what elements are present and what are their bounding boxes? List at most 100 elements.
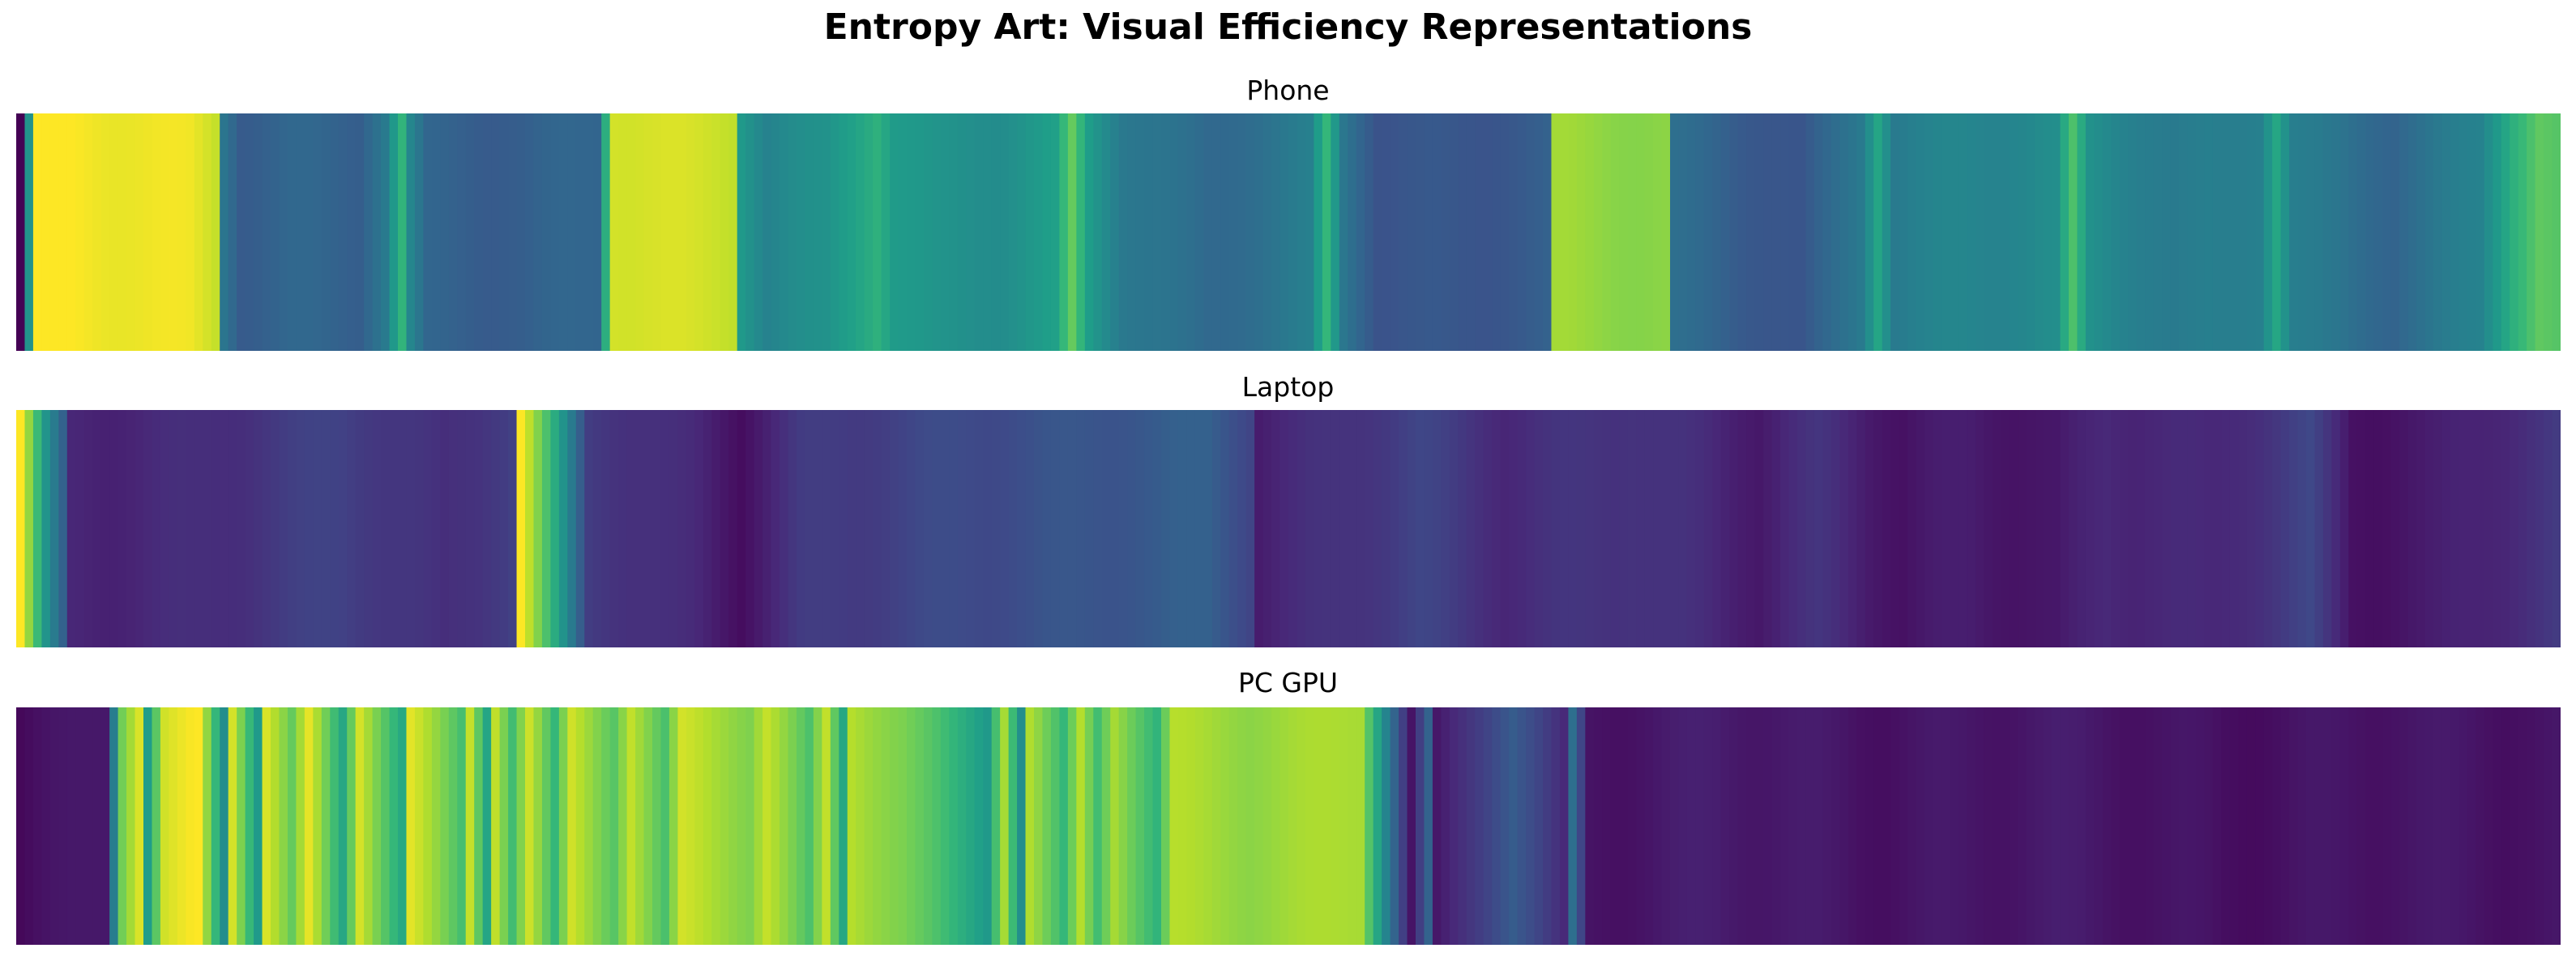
heatmap-cell <box>1475 707 1485 945</box>
heatmap-cell <box>1186 410 1196 647</box>
heatmap-cell <box>431 707 441 945</box>
heatmap-cell <box>1729 113 1739 351</box>
heatmap-cell <box>2229 410 2239 647</box>
heatmap-cell <box>287 707 297 945</box>
heatmap-cell <box>2111 113 2121 351</box>
heatmap-cell <box>1373 113 1382 351</box>
heatmap-cell <box>813 707 822 945</box>
heatmap-cell <box>1813 410 1823 647</box>
heatmap-cell <box>381 707 391 945</box>
heatmap-cell <box>525 113 535 351</box>
heatmap-cell <box>1559 410 1569 647</box>
heatmap-cell <box>440 113 450 351</box>
heatmap-cell <box>1950 113 1959 351</box>
heatmap-cell <box>1576 113 1586 351</box>
heatmap-cell <box>592 410 602 647</box>
heatmap-cell <box>1899 410 1908 647</box>
heatmap-cell <box>1203 410 1213 647</box>
heatmap-cell <box>1416 113 1425 351</box>
heatmap-cell <box>1712 410 1722 647</box>
heatmap-strip-laptop <box>16 410 2561 647</box>
heatmap-cell <box>1720 707 1730 945</box>
heatmap-cell <box>1483 707 1493 945</box>
heatmap-cell <box>1610 113 1620 351</box>
heatmap-cell <box>711 113 721 351</box>
heatmap-cell <box>2493 707 2502 945</box>
heatmap-cell <box>652 707 662 945</box>
heatmap-cell <box>2128 410 2138 647</box>
heatmap-cell <box>1008 113 1018 351</box>
heatmap-cell <box>1093 113 1103 351</box>
heatmap-cell <box>2399 707 2409 945</box>
heatmap-cell <box>643 113 653 351</box>
heatmap-cell <box>1017 113 1027 351</box>
heatmap-cell <box>2280 410 2290 647</box>
heatmap-cell <box>1585 410 1595 647</box>
heatmap-cell <box>558 113 568 351</box>
panel-title-pc-gpu: PC GPU <box>1237 667 1339 698</box>
heatmap-cell <box>1865 707 1874 945</box>
heatmap-cell <box>2527 410 2536 647</box>
heatmap-cell <box>1416 410 1425 647</box>
heatmap-cell <box>1788 707 1798 945</box>
heatmap-cell <box>2255 113 2265 351</box>
heatmap-cell <box>2544 410 2553 647</box>
heatmap-cell <box>1262 410 1272 647</box>
heatmap-cell <box>1305 707 1314 945</box>
heatmap-cell <box>2416 410 2426 647</box>
heatmap-cell <box>669 410 678 647</box>
heatmap-cell <box>1797 113 1807 351</box>
heatmap-cell <box>788 707 797 945</box>
heatmap-cell <box>313 410 323 647</box>
heatmap-cell <box>1636 113 1646 351</box>
heatmap-cell <box>694 707 704 945</box>
heatmap-cell <box>2229 113 2239 351</box>
heatmap-cell <box>1441 707 1450 945</box>
heatmap-cell <box>558 707 568 945</box>
heatmap-cell <box>1813 707 1823 945</box>
heatmap-cell <box>1008 707 1018 945</box>
heatmap-cell <box>1118 410 1128 647</box>
heatmap-cell <box>92 707 102 945</box>
heatmap-cell <box>788 410 797 647</box>
heatmap-cell <box>1017 707 1027 945</box>
heatmap-cell <box>915 707 925 945</box>
heatmap-cell <box>211 113 220 351</box>
heatmap-cell <box>1466 113 1476 351</box>
heatmap-cell <box>1967 113 1976 351</box>
heatmap-cell <box>2153 707 2163 945</box>
heatmap-cell <box>957 410 967 647</box>
heatmap-cell <box>1339 410 1348 647</box>
heatmap-cell <box>1322 113 1331 351</box>
heatmap-cell <box>1720 410 1730 647</box>
heatmap-cell <box>117 410 127 647</box>
heatmap-cell <box>1084 707 1094 945</box>
heatmap-cell <box>805 707 814 945</box>
heatmap-cell <box>1084 113 1094 351</box>
heatmap-cell <box>2433 410 2443 647</box>
heatmap-cell <box>2136 113 2146 351</box>
heatmap-cell <box>1186 113 1196 351</box>
heatmap-cell <box>2052 113 2061 351</box>
heatmap-cell <box>1627 410 1637 647</box>
heatmap-cell <box>2484 113 2493 351</box>
heatmap-cell <box>1288 113 1298 351</box>
heatmap-cell <box>58 113 68 351</box>
heatmap-cell <box>1297 113 1306 351</box>
heatmap-cell <box>1839 113 1849 351</box>
heatmap-cell <box>1568 707 1578 945</box>
heatmap-cell <box>431 410 441 647</box>
heatmap-cell <box>2518 410 2527 647</box>
heatmap-cell <box>245 410 254 647</box>
heatmap-cell <box>2077 707 2087 945</box>
heatmap-cell <box>1678 410 1688 647</box>
heatmap-cell <box>1534 410 1544 647</box>
heatmap-cell <box>983 113 993 351</box>
heatmap-cell <box>1382 707 1391 945</box>
heatmap-cell <box>1076 410 1086 647</box>
heatmap-cell <box>1780 707 1790 945</box>
heatmap-cell <box>2433 113 2443 351</box>
heatmap-cell <box>1958 707 1967 945</box>
heatmap-cell <box>1933 113 1942 351</box>
heatmap-cell <box>100 113 110 351</box>
